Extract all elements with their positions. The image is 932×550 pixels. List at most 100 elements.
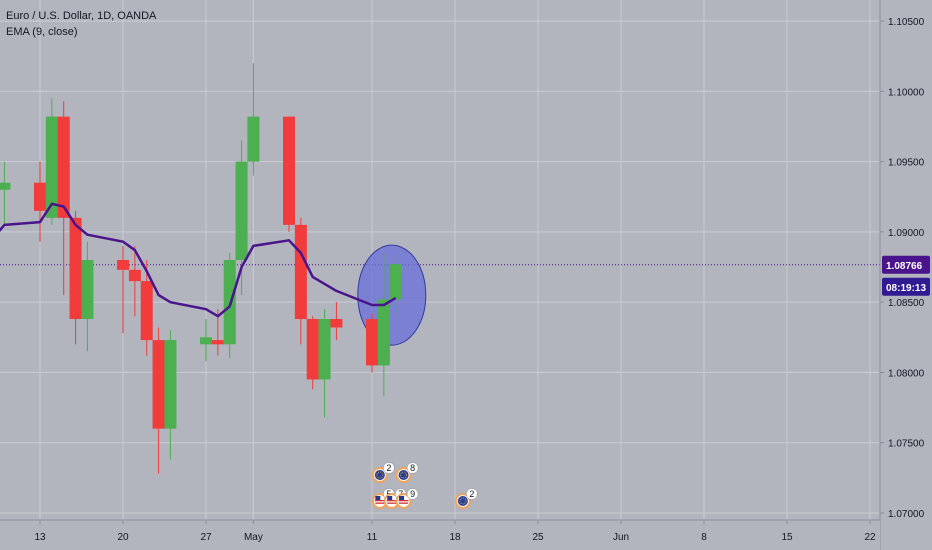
x-tick-label: 13 bbox=[34, 532, 46, 543]
candle-body bbox=[200, 337, 212, 345]
eu-flag-icon bbox=[374, 470, 385, 480]
candle[interactable] bbox=[389, 260, 402, 317]
candle-body bbox=[294, 224, 307, 320]
countdown-value: 08:19:13 bbox=[886, 283, 926, 294]
x-tick-label: 25 bbox=[532, 532, 544, 543]
candle-body bbox=[117, 260, 129, 270]
y-tick-label: 1.09500 bbox=[888, 158, 925, 169]
ema-line-group bbox=[0, 202, 397, 318]
x-axis-panel[interactable] bbox=[0, 520, 880, 550]
x-tick-label: 20 bbox=[117, 532, 129, 543]
candle-body bbox=[128, 269, 141, 282]
event-count-badge bbox=[406, 462, 419, 474]
last-price-tag[interactable]: 1.08766 bbox=[882, 255, 930, 274]
last-price-value: 1.08766 bbox=[886, 261, 923, 272]
candle-body bbox=[377, 299, 390, 366]
countdown-tag[interactable]: 08:19:13 bbox=[882, 277, 930, 296]
x-tick-label: 11 bbox=[367, 532, 378, 543]
us-canton bbox=[399, 496, 405, 500]
candle-body bbox=[57, 116, 70, 218]
legend-symbol[interactable]: Euro / U.S. Dollar, 1D, OANDA bbox=[6, 10, 157, 22]
candle[interactable] bbox=[247, 63, 260, 176]
candle-body bbox=[283, 116, 295, 225]
countdown-tag-bg bbox=[882, 277, 930, 296]
candle[interactable] bbox=[140, 260, 153, 356]
candle-body bbox=[306, 319, 319, 380]
event-count: 2 bbox=[386, 463, 391, 473]
us-canton bbox=[387, 496, 393, 500]
y-tick-label: 1.07000 bbox=[888, 509, 925, 520]
candle-body bbox=[0, 182, 11, 190]
candle-body bbox=[366, 319, 378, 366]
event-marker[interactable]: 2 bbox=[371, 462, 395, 483]
candle[interactable] bbox=[294, 217, 307, 345]
x-tick-label: Jun bbox=[613, 532, 629, 543]
x-tick-label: 15 bbox=[781, 532, 793, 543]
candle[interactable] bbox=[200, 319, 212, 362]
candle-body bbox=[247, 116, 260, 162]
event-count-badge bbox=[466, 488, 478, 500]
candle[interactable] bbox=[366, 313, 378, 373]
us-stripe bbox=[375, 502, 385, 504]
candle[interactable] bbox=[235, 140, 248, 296]
candle[interactable] bbox=[164, 330, 177, 460]
candle[interactable] bbox=[34, 161, 46, 242]
candle[interactable] bbox=[81, 241, 94, 352]
candle-body bbox=[389, 264, 402, 300]
event-marker[interactable]: 2 bbox=[454, 488, 478, 509]
y-tick-label: 1.10500 bbox=[888, 17, 925, 28]
last-price-tag-bg bbox=[882, 255, 930, 274]
candle-body bbox=[140, 281, 153, 341]
candle[interactable] bbox=[377, 252, 390, 397]
eu-stars-icon bbox=[376, 471, 384, 479]
eu-stars-icon bbox=[459, 497, 467, 505]
candle[interactable] bbox=[117, 245, 129, 334]
eu-flag-icon bbox=[457, 496, 468, 506]
candle[interactable] bbox=[283, 116, 295, 232]
event-marker[interactable]: 9 bbox=[395, 488, 419, 509]
x-tick-label: May bbox=[244, 532, 263, 543]
candle[interactable] bbox=[128, 245, 141, 317]
candle[interactable] bbox=[306, 316, 319, 390]
y-tick-label: 1.08000 bbox=[888, 368, 925, 379]
candle[interactable] bbox=[330, 302, 343, 341]
candle[interactable] bbox=[318, 309, 331, 418]
us-stripe bbox=[398, 500, 409, 502]
y-axis-panel[interactable] bbox=[880, 0, 932, 550]
candle[interactable] bbox=[57, 101, 70, 296]
y-tick-label: 1.07500 bbox=[888, 439, 925, 450]
event-count: 8 bbox=[410, 463, 415, 473]
legend-indicator[interactable]: EMA (9, close) bbox=[6, 26, 78, 38]
us-stripe bbox=[387, 502, 397, 504]
candle-body bbox=[152, 340, 165, 429]
y-tick-label: 1.08500 bbox=[888, 298, 925, 309]
event-count: 9 bbox=[410, 489, 415, 499]
candle-body bbox=[34, 182, 46, 211]
candle-body bbox=[81, 260, 94, 320]
candle[interactable] bbox=[69, 210, 82, 345]
grid bbox=[0, 0, 880, 520]
candles bbox=[0, 63, 402, 474]
x-tick-label: 8 bbox=[701, 532, 707, 543]
eu-flag-icon bbox=[398, 470, 409, 480]
x-tick-label: 22 bbox=[864, 532, 876, 543]
event-count: 2 bbox=[469, 489, 474, 499]
x-tick-label: 18 bbox=[449, 532, 461, 543]
ema-line[interactable] bbox=[0, 202, 397, 318]
candle[interactable] bbox=[0, 161, 11, 225]
y-tick-label: 1.09000 bbox=[888, 228, 925, 239]
candle-body bbox=[318, 319, 331, 380]
event-count-badge bbox=[383, 462, 395, 474]
legend: Euro / U.S. Dollar, 1D, OANDA EMA (9, cl… bbox=[6, 8, 156, 40]
event-marker[interactable]: 8 bbox=[395, 462, 419, 483]
event-count-badge bbox=[406, 488, 419, 500]
candle-body bbox=[235, 161, 248, 260]
eu-stars-icon bbox=[400, 471, 407, 479]
events-group: 285792 bbox=[371, 462, 478, 509]
us-stripe bbox=[374, 500, 385, 502]
x-tick-label: 27 bbox=[200, 532, 212, 543]
candle[interactable] bbox=[152, 327, 165, 474]
candle-body bbox=[164, 340, 177, 429]
